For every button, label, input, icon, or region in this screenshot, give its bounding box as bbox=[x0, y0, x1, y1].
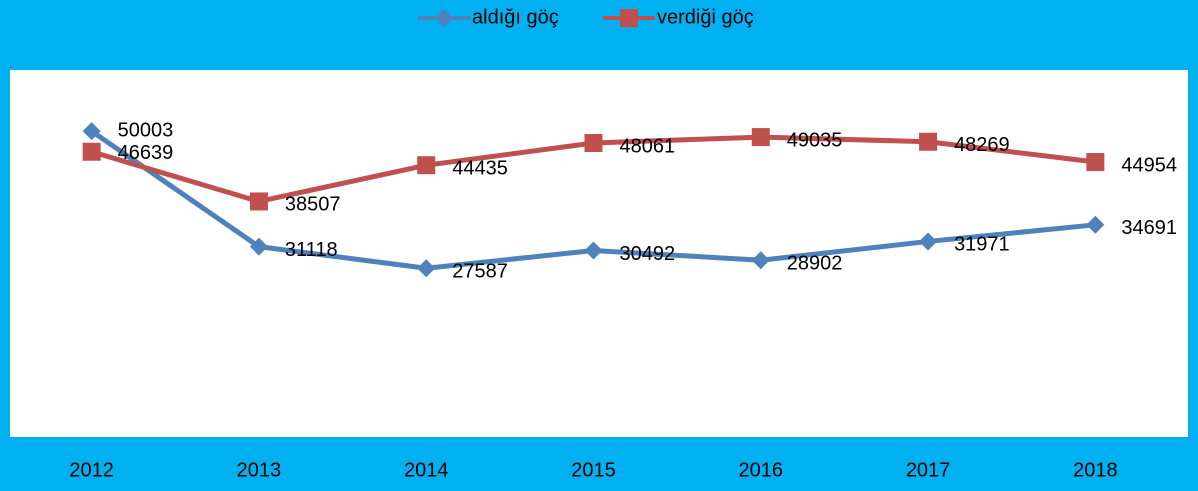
marker bbox=[584, 241, 603, 260]
marker bbox=[584, 134, 603, 153]
legend-label: verdiği göç bbox=[657, 6, 754, 28]
data-label: 48061 bbox=[620, 135, 676, 157]
marker bbox=[249, 237, 268, 256]
data-label: 44954 bbox=[1121, 154, 1177, 176]
data-label: 48269 bbox=[954, 134, 1010, 156]
marker bbox=[1086, 153, 1105, 172]
marker bbox=[620, 9, 638, 27]
x-tick-label: 2012 bbox=[69, 459, 114, 481]
marker bbox=[82, 142, 101, 161]
marker bbox=[249, 192, 268, 211]
data-label: 38507 bbox=[285, 194, 341, 216]
marker bbox=[82, 122, 101, 141]
data-label: 49035 bbox=[787, 129, 843, 151]
data-label: 31118 bbox=[285, 239, 338, 261]
data-label: 30492 bbox=[620, 243, 676, 265]
marker bbox=[435, 9, 453, 27]
marker bbox=[1086, 215, 1105, 234]
data-label: 27587 bbox=[452, 261, 508, 283]
data-label: 34691 bbox=[1121, 217, 1177, 239]
data-label: 46639 bbox=[118, 142, 174, 164]
data-label: 28902 bbox=[787, 252, 843, 274]
data-label: 50003 bbox=[118, 119, 174, 141]
marker bbox=[919, 132, 938, 151]
x-tick-label: 2016 bbox=[739, 459, 784, 481]
data-label: 44435 bbox=[452, 157, 508, 179]
data-label: 31971 bbox=[954, 234, 1010, 256]
marker bbox=[751, 128, 770, 147]
marker bbox=[751, 251, 770, 270]
x-tick-label: 2014 bbox=[404, 459, 449, 481]
x-tick-label: 2017 bbox=[906, 459, 951, 481]
x-tick-label: 2013 bbox=[237, 459, 282, 481]
x-tick-label: 2018 bbox=[1073, 459, 1118, 481]
legend-label: aldığı göç bbox=[472, 6, 559, 28]
marker bbox=[417, 259, 436, 278]
x-tick-label: 2015 bbox=[571, 459, 616, 481]
marker bbox=[919, 232, 938, 251]
marker bbox=[417, 156, 436, 175]
